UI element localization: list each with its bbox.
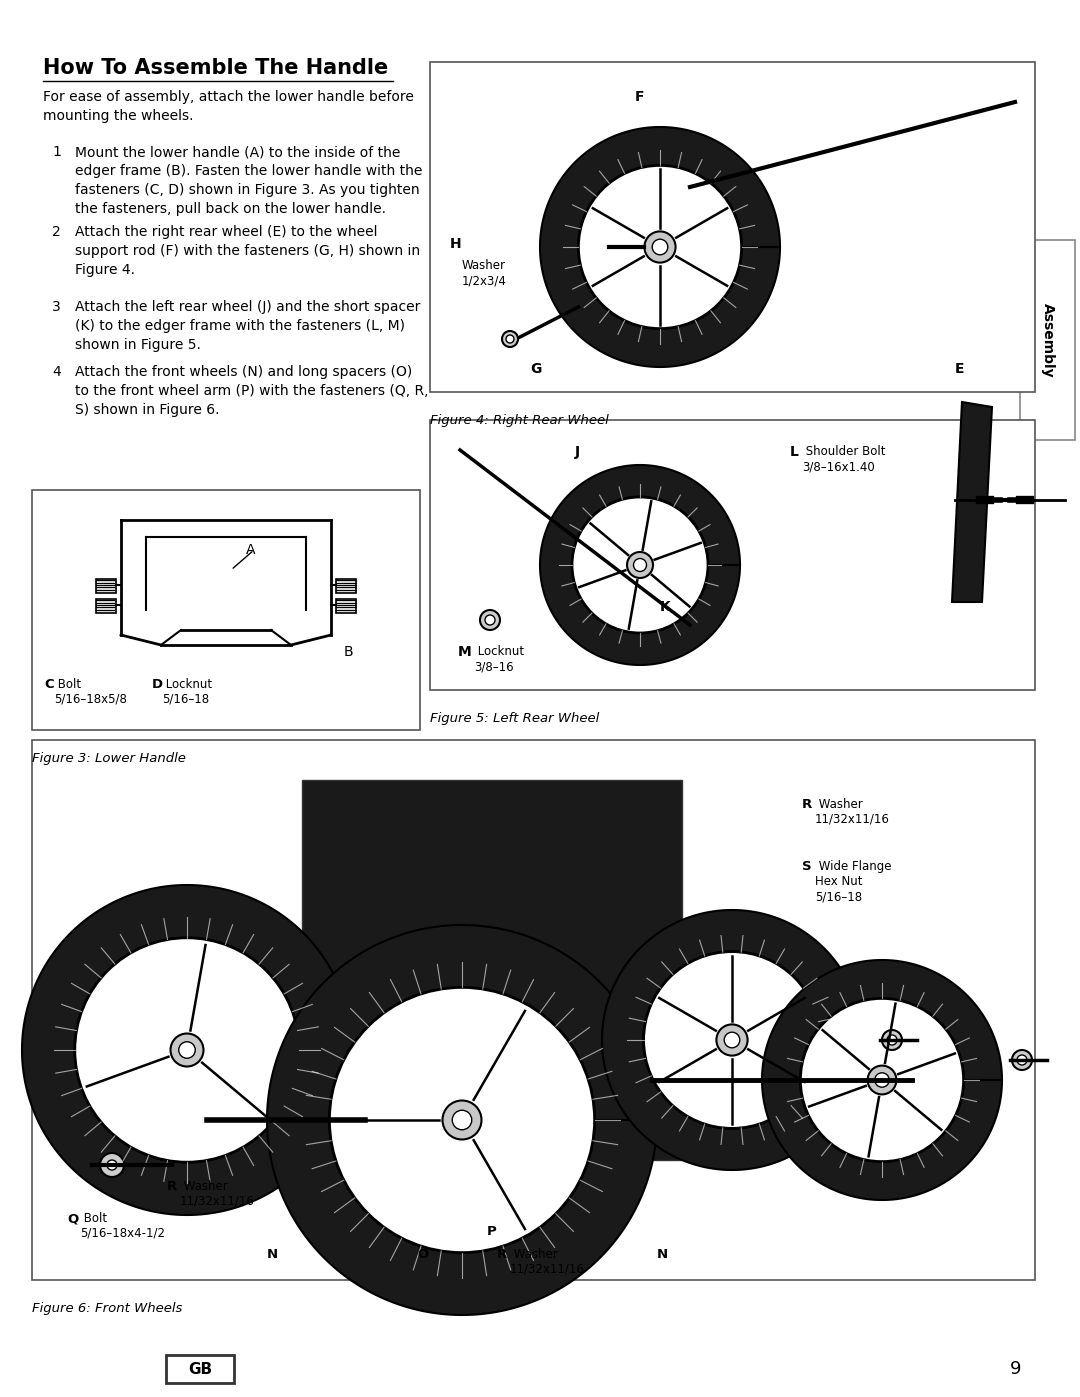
Circle shape xyxy=(179,1042,195,1059)
Circle shape xyxy=(652,239,667,254)
Polygon shape xyxy=(951,402,993,602)
Text: 4: 4 xyxy=(52,365,60,379)
Text: Washer
11/32x11/16: Washer 11/32x11/16 xyxy=(180,1180,255,1208)
Text: Assembly: Assembly xyxy=(1040,303,1054,377)
Circle shape xyxy=(107,1160,117,1171)
Text: P: P xyxy=(487,1225,497,1238)
Text: Locknut
3/8–16: Locknut 3/8–16 xyxy=(474,645,524,673)
Circle shape xyxy=(171,1034,203,1066)
Polygon shape xyxy=(540,465,740,665)
Bar xyxy=(336,599,356,613)
Bar xyxy=(1020,240,1075,440)
Circle shape xyxy=(634,559,647,571)
Text: Figure 3: Lower Handle: Figure 3: Lower Handle xyxy=(32,752,186,766)
Circle shape xyxy=(882,1030,902,1051)
Text: R: R xyxy=(802,798,812,812)
Bar xyxy=(32,740,1035,1280)
Text: GB: GB xyxy=(188,1362,212,1376)
Circle shape xyxy=(75,937,299,1162)
Text: Locknut
5/16–18: Locknut 5/16–18 xyxy=(162,678,212,705)
Text: E: E xyxy=(955,362,964,376)
Polygon shape xyxy=(267,925,657,1315)
Circle shape xyxy=(1017,1055,1027,1065)
Text: B: B xyxy=(345,645,353,659)
Text: L: L xyxy=(789,446,799,460)
Circle shape xyxy=(572,497,708,633)
Text: 3: 3 xyxy=(52,300,60,314)
Circle shape xyxy=(627,552,653,578)
Text: N: N xyxy=(267,1248,279,1261)
Text: Washer
11/32x11/16: Washer 11/32x11/16 xyxy=(815,798,890,826)
Circle shape xyxy=(875,1073,889,1087)
Text: Bolt
5/16–18x5/8: Bolt 5/16–18x5/8 xyxy=(54,678,126,705)
Text: C: C xyxy=(44,678,54,692)
Text: 2: 2 xyxy=(52,225,60,239)
Text: G: G xyxy=(530,362,541,376)
Text: S: S xyxy=(802,861,812,873)
Text: Q: Q xyxy=(67,1213,78,1225)
Circle shape xyxy=(1012,1051,1032,1070)
Text: How To Assemble The Handle: How To Assemble The Handle xyxy=(43,59,388,78)
Bar xyxy=(166,1355,234,1383)
Text: For ease of assembly, attach the lower handle before
mounting the wheels.: For ease of assembly, attach the lower h… xyxy=(43,89,414,123)
Text: Figure 5: Left Rear Wheel: Figure 5: Left Rear Wheel xyxy=(430,712,599,725)
Bar xyxy=(336,578,356,592)
Text: J: J xyxy=(575,446,580,460)
Circle shape xyxy=(480,610,500,630)
Circle shape xyxy=(645,232,676,263)
Circle shape xyxy=(443,1101,482,1140)
Text: Washer
11/32x11/16: Washer 11/32x11/16 xyxy=(510,1248,585,1275)
Text: Shoulder Bolt
3/8–16x1.40: Shoulder Bolt 3/8–16x1.40 xyxy=(802,446,886,474)
Text: 1: 1 xyxy=(52,145,60,159)
Bar xyxy=(32,490,420,731)
Text: Washer
1/2x3/4: Washer 1/2x3/4 xyxy=(462,258,507,286)
Bar xyxy=(96,578,116,592)
Bar xyxy=(96,599,116,613)
Text: Figure 6: Front Wheels: Figure 6: Front Wheels xyxy=(32,1302,183,1315)
Text: R: R xyxy=(167,1180,177,1193)
Text: N: N xyxy=(657,1248,669,1261)
Circle shape xyxy=(507,335,514,344)
Text: Attach the left rear wheel (J) and the short spacer
(K) to the edger frame with : Attach the left rear wheel (J) and the s… xyxy=(75,300,420,352)
Polygon shape xyxy=(540,127,780,367)
Text: Figure 4: Right Rear Wheel: Figure 4: Right Rear Wheel xyxy=(430,414,609,427)
Bar xyxy=(430,420,1035,690)
Polygon shape xyxy=(602,909,862,1171)
Text: Bolt
5/16–18x4-1/2: Bolt 5/16–18x4-1/2 xyxy=(80,1213,165,1241)
Text: K: K xyxy=(660,599,671,615)
Bar xyxy=(302,780,681,1160)
Text: R: R xyxy=(497,1248,508,1261)
Circle shape xyxy=(453,1111,472,1130)
Circle shape xyxy=(800,999,963,1161)
Text: 9: 9 xyxy=(1010,1361,1022,1377)
Circle shape xyxy=(502,331,518,346)
Text: Attach the right rear wheel (E) to the wheel
support rod (F) with the fasteners : Attach the right rear wheel (E) to the w… xyxy=(75,225,420,277)
Circle shape xyxy=(867,1066,896,1094)
Text: Wide Flange
Hex Nut
5/16–18: Wide Flange Hex Nut 5/16–18 xyxy=(815,861,891,902)
Circle shape xyxy=(644,951,821,1129)
Polygon shape xyxy=(762,960,1002,1200)
Bar xyxy=(430,61,1035,393)
Text: H: H xyxy=(450,237,461,251)
Circle shape xyxy=(485,615,495,624)
Circle shape xyxy=(716,1024,747,1056)
Text: A: A xyxy=(246,543,256,557)
Circle shape xyxy=(887,1035,897,1045)
Text: O: O xyxy=(417,1248,429,1261)
Text: D: D xyxy=(152,678,163,692)
Text: Attach the front wheels (N) and long spacers (O)
to the front wheel arm (P) with: Attach the front wheels (N) and long spa… xyxy=(75,365,429,416)
Polygon shape xyxy=(22,886,352,1215)
Text: M: M xyxy=(458,645,472,659)
Circle shape xyxy=(725,1032,740,1048)
Circle shape xyxy=(100,1153,124,1178)
Text: Mount the lower handle (A) to the inside of the
edger frame (B). Fasten the lowe: Mount the lower handle (A) to the inside… xyxy=(75,145,422,217)
Circle shape xyxy=(329,988,595,1253)
Circle shape xyxy=(579,165,742,328)
Text: F: F xyxy=(635,89,645,103)
